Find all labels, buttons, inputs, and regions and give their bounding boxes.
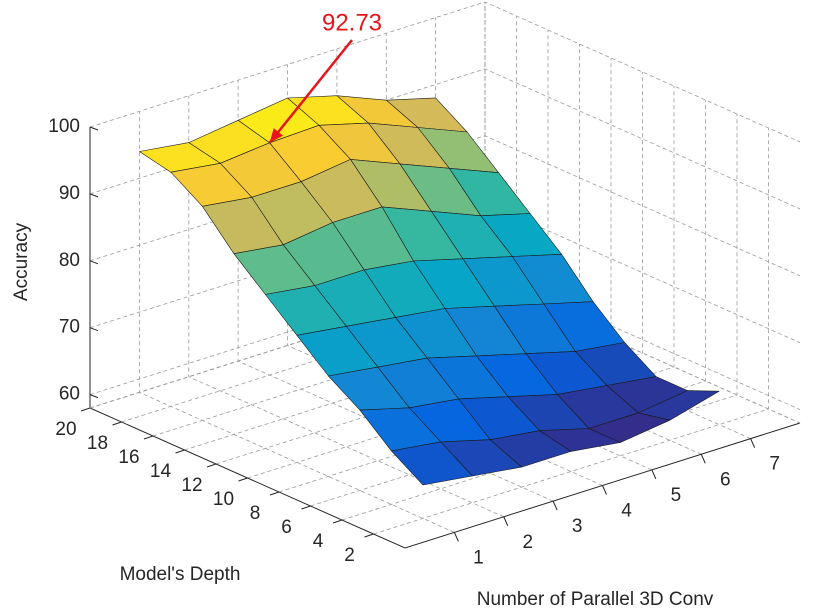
x-tick bbox=[750, 438, 756, 448]
y-tick bbox=[80, 407, 91, 412]
y-tick bbox=[269, 491, 280, 496]
y-tick-label: 18 bbox=[87, 433, 108, 454]
x-tick bbox=[503, 516, 509, 526]
z-tick-label: 70 bbox=[59, 317, 80, 338]
z-tick bbox=[89, 260, 99, 265]
y-tick bbox=[206, 463, 217, 468]
y-tick-label: 12 bbox=[181, 475, 202, 496]
y-tick bbox=[112, 421, 122, 426]
axis-line bbox=[89, 407, 801, 549]
y-tick bbox=[332, 519, 343, 524]
z-tick-label: 60 bbox=[59, 384, 80, 405]
z-tick-label: 100 bbox=[48, 116, 80, 137]
y-tick bbox=[364, 533, 374, 538]
x-tick bbox=[651, 469, 657, 480]
z-tick bbox=[89, 394, 99, 399]
y-tick-label: 8 bbox=[250, 503, 261, 524]
x-tick bbox=[700, 454, 706, 464]
x-tick-label: 1 bbox=[473, 547, 484, 568]
y-tick bbox=[175, 449, 185, 454]
x-tick-label: 2 bbox=[522, 532, 533, 553]
x-tick-label: 5 bbox=[671, 485, 682, 506]
annotation-arrowhead bbox=[269, 128, 284, 143]
grid-line bbox=[341, 114, 738, 521]
grid-line bbox=[278, 86, 675, 493]
annotation-arrow bbox=[268, 39, 353, 144]
grid-line bbox=[310, 100, 706, 507]
z-tick bbox=[89, 193, 99, 198]
z-tick bbox=[89, 327, 99, 332]
y-tick-label: 4 bbox=[313, 531, 324, 552]
grid-line bbox=[89, 68, 801, 210]
x-tick bbox=[602, 485, 607, 495]
x-tick bbox=[552, 500, 558, 511]
x-tick bbox=[453, 532, 459, 542]
x-tick-label: 7 bbox=[769, 454, 780, 475]
annotation-label: 92.73 bbox=[322, 9, 382, 36]
z-tick bbox=[89, 126, 99, 131]
z-tick-label: 90 bbox=[59, 183, 80, 204]
y-tick bbox=[143, 435, 154, 440]
y-axis-label: Model's Depth bbox=[120, 564, 241, 585]
y-tick-label: 20 bbox=[55, 419, 76, 440]
x-tick-label: 6 bbox=[720, 469, 731, 490]
surface-patch bbox=[391, 441, 473, 486]
y-tick-label: 10 bbox=[213, 489, 234, 510]
y-tick-label: 6 bbox=[281, 517, 292, 538]
y-tick bbox=[301, 505, 311, 510]
x-tick-label: 3 bbox=[572, 516, 583, 537]
z-axis-label: Accuracy bbox=[11, 222, 32, 301]
x-tick-label: 4 bbox=[621, 501, 632, 522]
y-tick bbox=[238, 477, 248, 482]
y-tick-label: 16 bbox=[118, 447, 139, 468]
z-tick-label: 80 bbox=[59, 250, 80, 271]
y-tick-label: 14 bbox=[150, 461, 172, 482]
y-tick-label: 2 bbox=[344, 545, 355, 566]
grid-line bbox=[247, 72, 643, 479]
x-axis-label: Number of Parallel 3D Conv bbox=[477, 589, 714, 610]
